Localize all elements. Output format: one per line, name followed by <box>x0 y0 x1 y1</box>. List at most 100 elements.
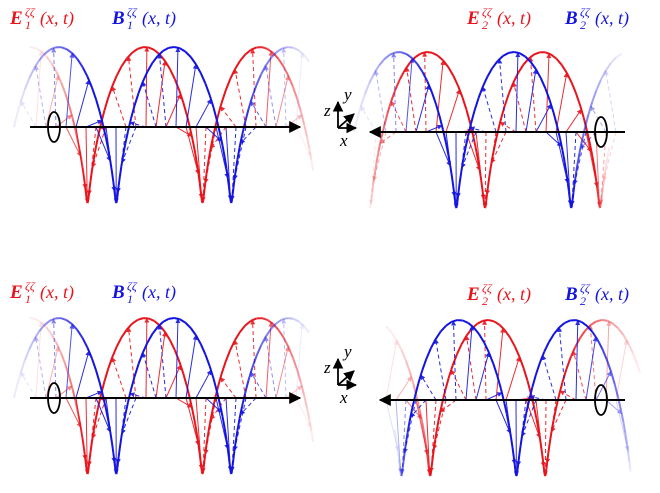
field-curve <box>417 370 424 384</box>
field-curve <box>16 371 22 386</box>
field-curve <box>561 150 566 163</box>
field-args: (x, t) <box>497 8 531 29</box>
field-curve <box>277 329 285 338</box>
field-vector <box>451 320 457 401</box>
field-vector <box>20 371 37 399</box>
field-curve <box>212 378 218 392</box>
field-vector <box>175 126 193 137</box>
field-vector <box>485 392 503 401</box>
field-curve <box>513 463 517 470</box>
field-curve <box>427 462 430 469</box>
field-curve <box>503 329 511 339</box>
field-curve <box>601 348 608 361</box>
field-curve <box>189 327 197 336</box>
field-vector <box>541 354 557 401</box>
field-curve <box>514 51 521 55</box>
field-vector <box>575 320 581 401</box>
field-vector <box>65 126 82 157</box>
field-curve <box>493 320 500 326</box>
field-vector <box>605 399 623 415</box>
field-curve <box>451 354 458 367</box>
field-curve <box>406 421 411 434</box>
field-curve <box>383 53 391 60</box>
field-curve <box>207 152 211 164</box>
field-curve <box>303 54 311 63</box>
wave-panel <box>353 51 625 209</box>
field-curve <box>377 139 383 152</box>
field-curve <box>130 376 136 390</box>
field-curve <box>226 448 230 458</box>
field-vector <box>615 399 630 452</box>
field-vector <box>220 106 237 128</box>
field-curve <box>275 47 283 54</box>
field-curve <box>434 330 442 340</box>
field-vector <box>84 397 90 475</box>
field-curve <box>566 182 570 192</box>
field-vector <box>379 131 397 144</box>
field-curve <box>168 317 175 320</box>
field-curve <box>179 318 186 324</box>
field-curve <box>266 319 274 325</box>
field-curve <box>122 414 127 427</box>
field-curve <box>299 110 305 124</box>
field-curve <box>371 183 375 193</box>
field-curve <box>251 356 258 369</box>
field-vector <box>195 126 204 199</box>
field-symbol: E <box>466 284 480 305</box>
field-curve <box>146 333 154 344</box>
field-subscript: 1 <box>127 292 133 306</box>
field-vector <box>105 397 117 463</box>
field-curve <box>599 70 607 81</box>
field-vector <box>374 70 387 133</box>
field-curve <box>203 454 207 462</box>
field-curve <box>462 148 467 161</box>
field-curve <box>35 318 42 324</box>
field-vector <box>86 126 97 196</box>
field-curve <box>169 339 176 351</box>
field-curve <box>606 319 614 325</box>
field-vector <box>126 55 137 128</box>
field-curve <box>103 368 110 383</box>
field-vector <box>115 126 127 193</box>
field-vector <box>195 369 212 399</box>
field-vector <box>285 385 303 399</box>
field-curve <box>455 343 463 355</box>
field-curve <box>60 82 67 95</box>
field-curve <box>385 325 393 334</box>
field-curve <box>472 134 477 148</box>
field-curve <box>19 359 26 373</box>
field-curve <box>162 318 170 323</box>
field-curve <box>250 317 257 322</box>
field-curve <box>370 192 374 200</box>
field-curve <box>496 375 502 389</box>
triad-y <box>337 370 355 386</box>
field-curve <box>33 59 40 70</box>
field-curve <box>617 396 622 410</box>
field-subscript: 1 <box>25 292 31 306</box>
field-curve <box>437 54 444 62</box>
field-vector <box>264 336 277 399</box>
field-curve <box>529 61 537 70</box>
field-curve <box>398 459 401 467</box>
field-curve <box>182 373 188 387</box>
field-curve <box>617 327 625 336</box>
field-curve <box>90 86 97 100</box>
field-curve <box>281 46 288 50</box>
field-vector <box>165 93 182 128</box>
field-curve <box>627 342 634 354</box>
field-vector <box>295 52 305 128</box>
field-curve <box>390 89 397 102</box>
field-vector <box>435 59 446 133</box>
field-curve <box>223 157 228 169</box>
field-curve <box>299 381 305 395</box>
rotation-arrow <box>594 116 608 148</box>
field-curve <box>194 152 198 164</box>
field-curve <box>470 110 476 124</box>
field-curve <box>195 334 202 345</box>
field-curve <box>430 91 437 105</box>
field-superscript: ζζ <box>580 5 591 19</box>
field-curve <box>533 51 541 56</box>
field-subscript: 1 <box>25 18 31 32</box>
field-curve <box>404 360 411 373</box>
field-vector <box>55 385 73 399</box>
